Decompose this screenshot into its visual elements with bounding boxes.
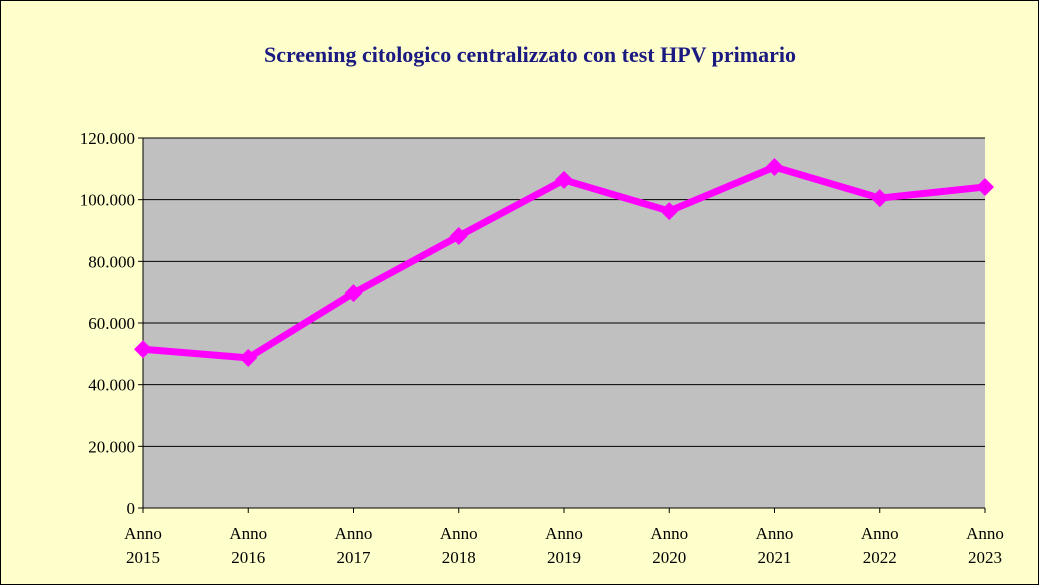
marker <box>660 202 679 221</box>
marker <box>976 178 994 197</box>
x-tick-label: Anno 2019 <box>545 524 583 567</box>
y-tick-label: 120.000 <box>80 129 135 148</box>
y-tick-label: 60.000 <box>88 314 135 333</box>
marker <box>765 157 784 176</box>
y-tick-label: 0 <box>127 499 136 518</box>
chart-title: Screening citologico centralizzato con t… <box>264 42 796 67</box>
y-tick-label: 20.000 <box>88 437 135 456</box>
x-tick-label: Anno 2023 <box>966 524 1004 567</box>
x-tick-label: Anno 2017 <box>334 524 373 567</box>
x-tick-label: Anno 2021 <box>755 524 794 567</box>
y-tick-label: 100.000 <box>80 191 135 210</box>
x-tick-label: Anno 2016 <box>229 524 268 567</box>
x-tick-label: Anno 2022 <box>860 524 899 567</box>
marker <box>344 284 363 303</box>
x-tick-label: Anno 2020 <box>650 524 689 567</box>
marker <box>870 189 889 208</box>
x-tick-label: Anno 2015 <box>124 524 162 567</box>
marker <box>134 340 152 359</box>
y-tick-label: 80.000 <box>88 252 135 271</box>
marker <box>239 348 258 367</box>
marker <box>449 227 468 246</box>
marker <box>555 170 573 189</box>
y-tick-label: 40.000 <box>88 376 135 395</box>
x-tick-label: Anno 2018 <box>439 524 478 567</box>
